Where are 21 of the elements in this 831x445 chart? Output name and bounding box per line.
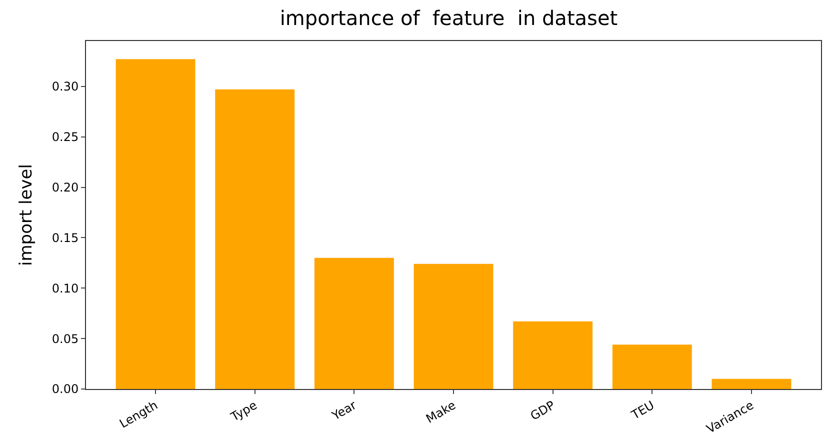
x-tick-label: Make [424, 398, 458, 426]
bar [513, 321, 593, 389]
y-tick-label: 0.00 [52, 382, 79, 396]
x-tick-label: TEU [628, 398, 657, 423]
y-tick-label: 0.25 [52, 130, 79, 144]
x-tick-label: GDP [528, 398, 558, 424]
bar [215, 89, 295, 389]
bar [612, 344, 692, 389]
y-tick-label: 0.05 [52, 332, 79, 346]
bar [116, 59, 196, 389]
bar [314, 258, 394, 389]
x-tick-label: Type [228, 398, 260, 424]
y-tick-label: 0.15 [52, 230, 79, 245]
chart-title: importance of feature in dataset [280, 6, 618, 30]
y-tick-label: 0.20 [52, 180, 79, 194]
bar [414, 264, 494, 389]
y-tick-label: 0.10 [52, 281, 79, 296]
y-axis-title: import level [16, 164, 36, 266]
y-tick-label: 0.30 [52, 80, 79, 94]
bar [712, 378, 792, 389]
x-tick-label: Year [328, 398, 359, 424]
